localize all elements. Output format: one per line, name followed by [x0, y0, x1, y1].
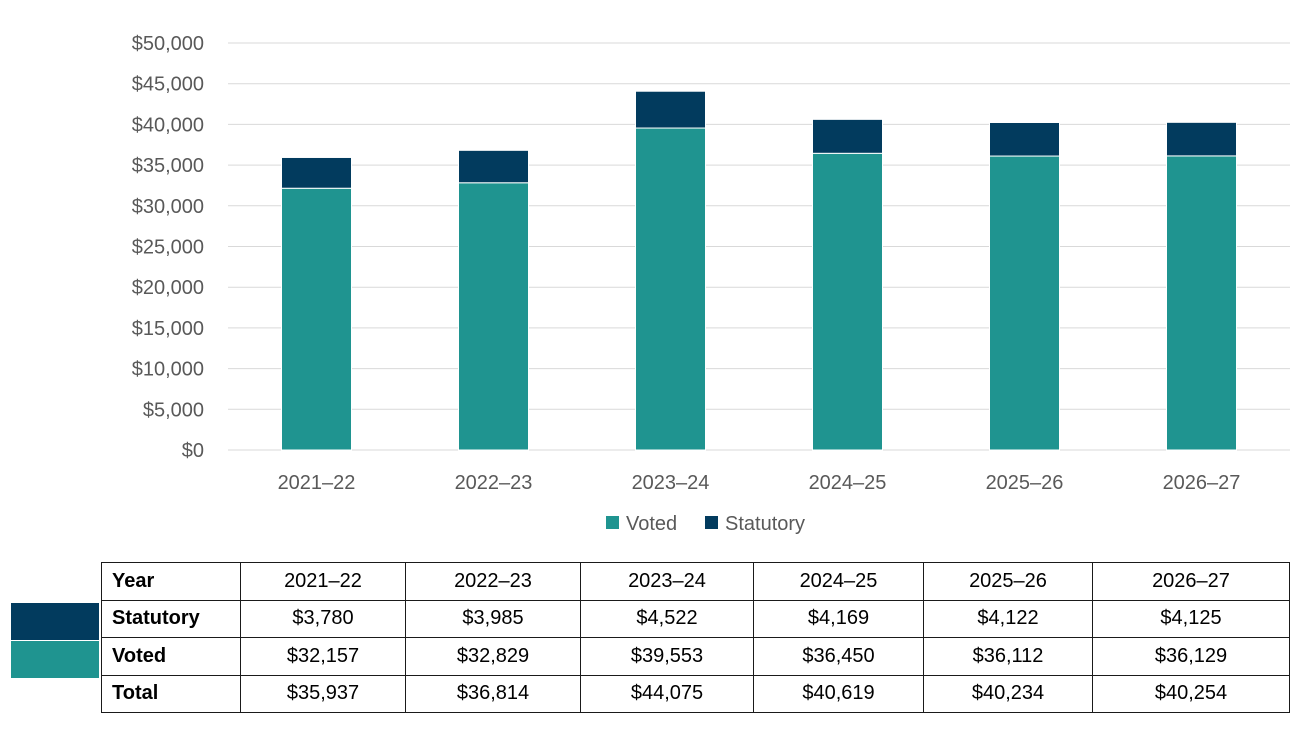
x-tick-label: 2024–25	[809, 472, 887, 494]
bar-voted	[635, 127, 706, 451]
bar-statutory	[281, 156, 352, 189]
gridlines	[228, 42, 1290, 451]
bar-voted	[989, 155, 1060, 451]
stacked-bar-chart: $0 $5,000 $10,000 $15,000 $20,000 $25,000 $30,…	[132, 33, 1290, 535]
table-cell: $39,553	[580, 637, 754, 676]
x-axis: 2021–22 2022–23 2023–24 2024–25 2025–26 2026–…	[278, 472, 1241, 494]
table-cell: $3,780	[240, 599, 406, 638]
y-tick-label: $45,000	[132, 74, 204, 96]
bar-voted	[458, 182, 529, 451]
table-cell: $40,234	[923, 674, 1093, 713]
x-tick-label: 2026–27	[1163, 472, 1241, 494]
table-cell: $40,254	[1092, 674, 1290, 713]
y-tick-label: $20,000	[132, 277, 204, 299]
statutory-swatch	[11, 603, 99, 640]
table-cell: $32,157	[240, 637, 406, 676]
y-tick-label: $10,000	[132, 359, 204, 381]
bars	[281, 90, 1237, 451]
table-row: Total $35,937 $36,814 $44,075 $40,619 $4…	[101, 674, 1290, 713]
table-cell: $40,619	[753, 674, 924, 713]
legend: Voted Statutory	[606, 513, 805, 535]
x-tick-label: 2022–23	[455, 472, 533, 494]
bar-statutory	[1166, 121, 1237, 157]
table-cell: $4,169	[753, 599, 924, 638]
y-tick-label: $5,000	[143, 399, 204, 421]
table-cell: Voted	[101, 637, 241, 676]
table-row: Statutory $3,780 $3,985 $4,522 $4,169 $4…	[101, 599, 1290, 638]
y-tick-label: $50,000	[132, 33, 204, 55]
data-table: Year 2021–22 2022–23 2023–24 2024–25 202…	[101, 562, 1290, 713]
table-cell: $36,814	[405, 674, 581, 713]
y-tick-label: $40,000	[132, 114, 204, 136]
y-tick-label: $0	[182, 440, 204, 462]
y-tick-label: $35,000	[132, 155, 204, 177]
x-tick-label: 2025–26	[986, 472, 1064, 494]
table-cell: $4,522	[580, 599, 754, 638]
table-cell: $36,112	[923, 637, 1093, 676]
table-cell: $4,125	[1092, 599, 1290, 638]
table-cell: $35,937	[240, 674, 406, 713]
table-row: Voted $32,157 $32,829 $39,553 $36,450 $3…	[101, 637, 1290, 676]
bar-voted	[281, 187, 352, 451]
bar-voted	[812, 152, 883, 451]
table-cell: Year	[101, 562, 241, 601]
table-cell: Total	[101, 674, 241, 713]
table-cell: 2023–24	[580, 562, 754, 601]
legend-label: Statutory	[725, 513, 805, 535]
table-cell: 2025–26	[923, 562, 1093, 601]
table-cell: 2026–27	[1092, 562, 1290, 601]
table-cell: $4,122	[923, 599, 1093, 638]
y-tick-label: $15,000	[132, 318, 204, 340]
x-tick-label: 2023–24	[632, 472, 710, 494]
table-cell: 2021–22	[240, 562, 406, 601]
table-cell: Statutory	[101, 599, 241, 638]
bar-statutory	[812, 118, 883, 154]
table-cell: $36,129	[1092, 637, 1290, 676]
legend-swatch	[705, 516, 718, 529]
table-cell: $3,985	[405, 599, 581, 638]
bar-statutory	[989, 121, 1060, 157]
table-cell: $44,075	[580, 674, 754, 713]
bar-statutory	[458, 149, 529, 184]
x-tick-label: 2021–22	[278, 472, 356, 494]
y-tick-label: $25,000	[132, 237, 204, 259]
table-header-row: Year 2021–22 2022–23 2023–24 2024–25 202…	[101, 562, 1290, 601]
bar-statutory	[635, 90, 706, 129]
legend-swatch	[606, 516, 619, 529]
table-cell: $36,450	[753, 637, 924, 676]
bar-voted	[1166, 155, 1237, 451]
legend-label: Voted	[626, 513, 677, 535]
voted-swatch	[11, 641, 99, 678]
y-tick-label: $30,000	[132, 196, 204, 218]
table-cell: 2022–23	[405, 562, 581, 601]
table-cell: 2024–25	[753, 562, 924, 601]
y-axis: $0 $5,000 $10,000 $15,000 $20,000 $25,000 $30,…	[132, 33, 204, 462]
table-cell: $32,829	[405, 637, 581, 676]
